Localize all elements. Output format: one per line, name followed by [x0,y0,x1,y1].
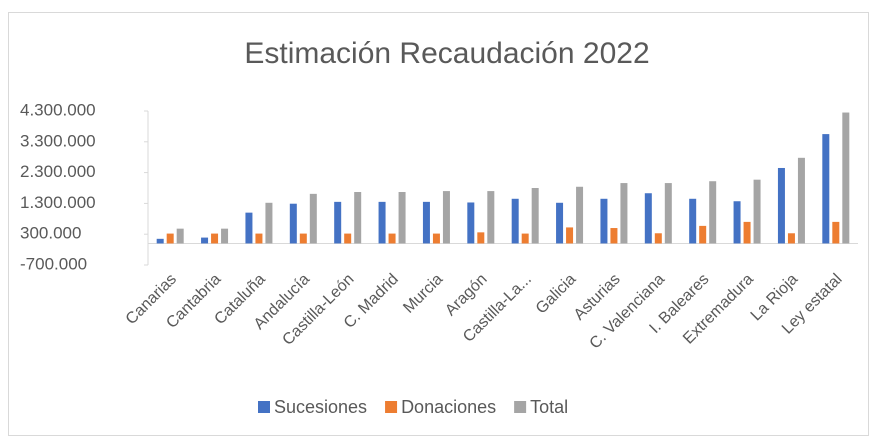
bar [600,198,608,244]
bar [166,233,174,244]
bar [733,201,741,244]
bar [566,227,574,244]
bar [753,179,761,244]
bar [709,181,717,244]
bar [531,188,539,244]
chart-title: Estimación Recaudación 2022 [244,37,649,70]
bar [654,233,662,244]
legend-swatch [385,401,398,413]
y-tick-label: 3.300.000 [20,131,96,150]
y-tick-label: -700.000 [20,254,87,273]
bar [822,134,830,244]
bar [289,203,297,244]
bar [265,202,273,244]
bar [422,201,430,244]
bar [255,233,263,244]
bar [797,157,805,244]
bar [201,237,209,244]
bar [344,233,352,244]
bar [620,183,628,244]
bar [576,186,584,244]
bar [610,228,618,244]
y-tick-label: 300.000 [20,224,81,243]
bar [842,112,850,244]
legend-label: Donaciones [401,397,496,417]
legend-label: Sucesiones [274,397,367,417]
bar [664,183,672,244]
bar [334,201,342,244]
bar [354,192,362,244]
bar [221,228,229,244]
bar [299,233,307,244]
legend-swatch [514,401,527,413]
legend-swatch [258,401,270,413]
bar [777,167,785,244]
bar [556,202,564,244]
y-tick-label: 1.300.000 [20,193,96,212]
bar [467,202,475,244]
bar [245,212,253,244]
bar [689,198,697,244]
bar [699,225,707,244]
bar [832,221,840,244]
bar [211,233,219,244]
chart-border [8,12,869,436]
bar [477,232,485,244]
bar [442,191,450,244]
bar [156,238,164,244]
bar [378,201,386,244]
legend-label: Total [530,397,568,417]
y-tick-label: 4.300.000 [20,100,96,119]
bar [521,233,529,244]
bar [388,233,396,244]
bar [487,191,495,244]
bar [743,221,751,244]
bar [176,228,184,244]
bar [432,233,440,244]
bar [511,198,519,244]
bar [309,193,317,244]
bar [787,233,795,244]
bar [644,193,652,244]
bar [398,192,406,244]
y-tick-label: 2.300.000 [20,162,96,181]
